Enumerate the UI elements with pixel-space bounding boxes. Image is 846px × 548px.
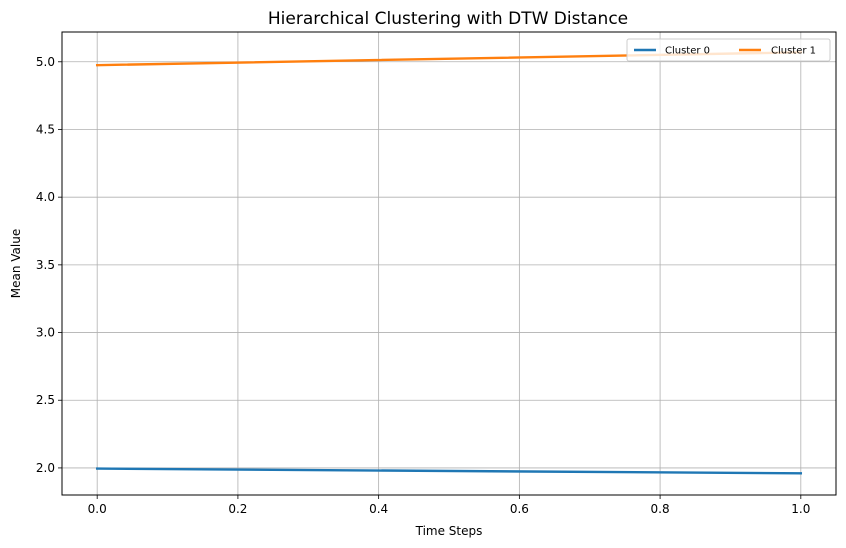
series-line-cluster-0 [95, 467, 803, 475]
y-tick-label: 2.5 [36, 393, 55, 407]
x-axis-label: Time Steps [415, 524, 483, 538]
x-tick-label: 0.8 [651, 502, 670, 516]
x-tick-label: 0.4 [369, 502, 388, 516]
y-tick-label: 3.5 [36, 258, 55, 272]
x-tick-label: 0.2 [228, 502, 247, 516]
y-tick-label: 3.0 [36, 326, 55, 340]
legend-box [626, 38, 831, 62]
plot-frame [61, 31, 837, 496]
grid [62, 32, 836, 495]
y-tick-label: 2.0 [36, 461, 55, 475]
x-tick-label: 0.6 [510, 502, 529, 516]
ticks: 0.0 0.2 0.4 0.6 0.8 1.0 2.0 2.5 3.0 3.5 4.0 4.5 5.0 [36, 55, 810, 516]
y-tick-label: 4.5 [36, 122, 55, 136]
x-tick-label: 0.0 [88, 502, 107, 516]
legend-label-cluster-0: Cluster 0 [665, 46, 710, 57]
y-tick-label: 5.0 [36, 55, 55, 69]
legend-label-cluster-1: Cluster 1 [771, 46, 816, 57]
chart-title: Hierarchical Clustering with DTW Distanc… [268, 9, 628, 29]
x-tick-label: 1.0 [791, 502, 810, 516]
legend: Cluster 0 Cluster 1 [626, 38, 831, 62]
y-tick-label: 4.0 [36, 190, 55, 204]
y-axis-label: Mean Value [9, 229, 23, 298]
